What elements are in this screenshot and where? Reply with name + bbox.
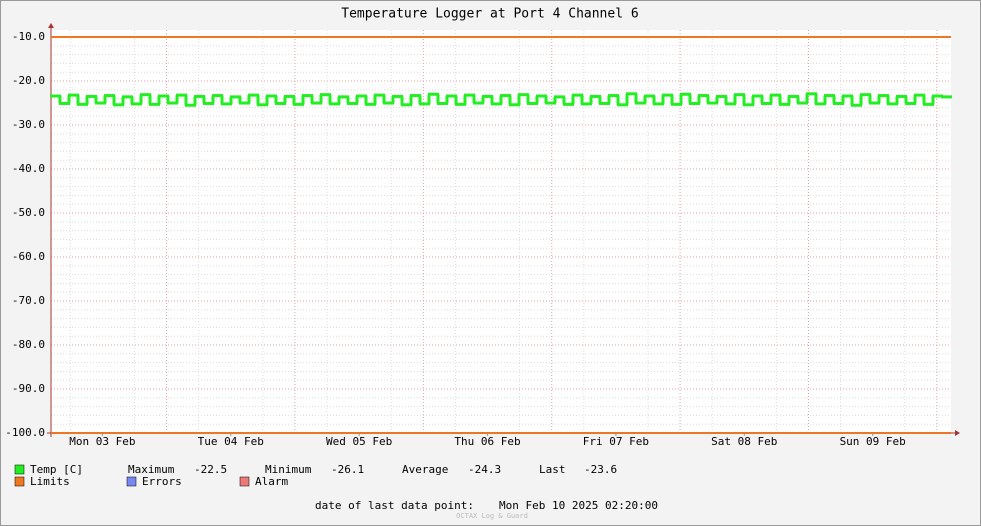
legend-label: Limits — [30, 475, 70, 488]
x-tick-label: Tue 04 Feb — [198, 435, 264, 448]
footer-value: Mon Feb 10 2025 02:20:00 — [499, 499, 658, 512]
plot-area — [51, 30, 951, 433]
y-tick-label: -30.0 — [12, 118, 45, 131]
y-tick-label: -100.0 — [5, 426, 45, 439]
x-axis-arrow — [955, 430, 960, 436]
legend-label: Temp [C] — [30, 463, 83, 476]
chart-title: Temperature Logger at Port 4 Channel 6 — [341, 7, 638, 22]
stat-value: -26.1 — [331, 463, 364, 476]
y-tick-label: -40.0 — [12, 162, 45, 175]
footer-label: date of last data point: — [315, 499, 474, 512]
legend-swatch — [239, 476, 250, 487]
y-tick-label: -70.0 — [12, 294, 45, 307]
y-axis-arrow — [48, 23, 54, 28]
y-tick-label: -50.0 — [12, 206, 45, 219]
x-tick-label: Mon 03 Feb — [69, 435, 135, 448]
watermark: OCTAX Log & Guard — [456, 512, 528, 520]
y-tick-label: -20.0 — [12, 74, 45, 87]
x-tick-label: Thu 06 Feb — [454, 435, 520, 448]
stat-value: -24.3 — [468, 463, 501, 476]
y-tick-label: -90.0 — [12, 382, 45, 395]
legend-swatch — [14, 464, 25, 475]
y-tick-label: -80.0 — [12, 338, 45, 351]
legend-swatch — [126, 476, 137, 487]
legend-label: Alarm — [255, 475, 288, 488]
legend-label: Errors — [142, 475, 182, 488]
legend-swatch — [14, 476, 25, 487]
x-tick-label: Sat 08 Feb — [711, 435, 777, 448]
stat-label: Last — [539, 463, 566, 476]
stat-value: -23.6 — [584, 463, 617, 476]
x-tick-label: Fri 07 Feb — [583, 435, 649, 448]
x-tick-label: Wed 05 Feb — [326, 435, 392, 448]
stat-label: Maximum — [128, 463, 175, 476]
stat-label: Minimum — [265, 463, 312, 476]
stat-label: Average — [402, 463, 448, 476]
y-tick-label: -10.0 — [12, 30, 45, 43]
x-tick-label: Sun 09 Feb — [840, 435, 906, 448]
y-tick-label: -60.0 — [12, 250, 45, 263]
stat-value: -22.5 — [194, 463, 227, 476]
